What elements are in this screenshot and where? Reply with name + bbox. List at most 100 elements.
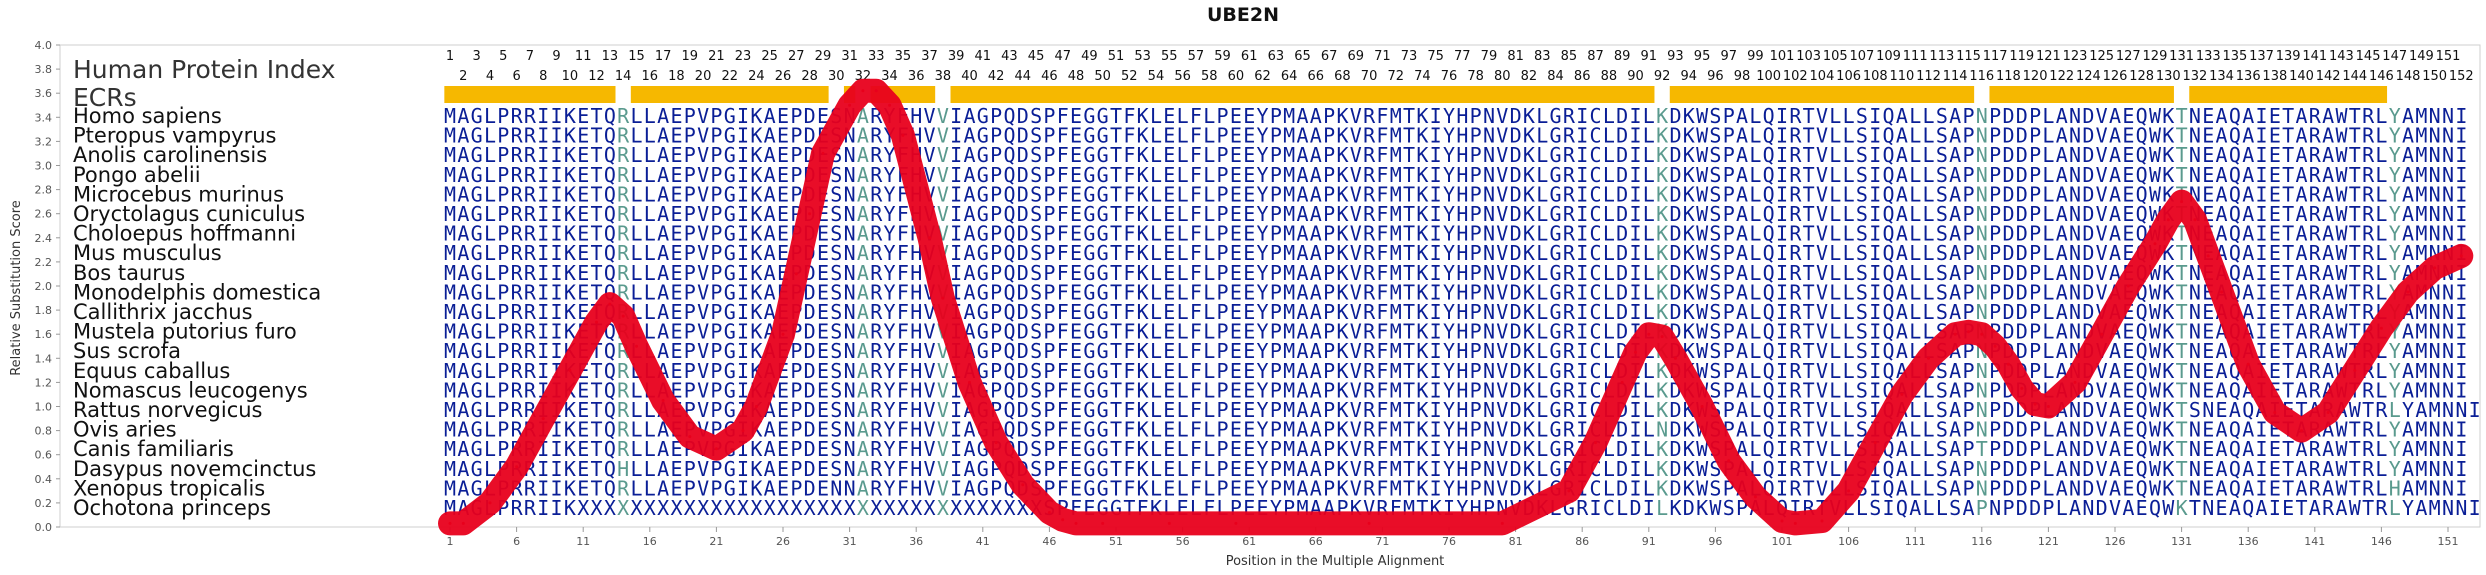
position-number: 146 <box>2369 69 2394 84</box>
x-tick-label: 11 <box>576 535 590 548</box>
position-number: 65 <box>1294 49 1311 64</box>
y-tick-label: 2.4 <box>35 232 53 245</box>
position-number: 109 <box>1876 49 1901 64</box>
position-number: 67 <box>1321 49 1338 64</box>
position-number: 49 <box>1081 49 1098 64</box>
position-number: 66 <box>1308 69 1325 84</box>
position-number: 6 <box>512 69 520 84</box>
position-number: 149 <box>2409 49 2434 64</box>
y-tick-label: 2.0 <box>35 280 53 293</box>
position-number: 68 <box>1334 69 1351 84</box>
score-point <box>901 133 905 137</box>
species-sequence: MAGLPRRIIKETQRLLAEPVPGIKAEPDESNARYFHVVIA… <box>444 261 2467 285</box>
position-number: 140 <box>2289 69 2314 84</box>
position-number: 124 <box>2076 69 2101 84</box>
score-point <box>994 441 998 445</box>
y-tick-label: 0.8 <box>35 425 53 438</box>
position-number: 132 <box>2183 69 2208 84</box>
position-number: 75 <box>1427 49 1444 64</box>
position-number: 23 <box>735 49 752 64</box>
y-tick-label: 1.6 <box>35 328 53 341</box>
position-number: 70 <box>1361 69 1378 84</box>
position-number: 111 <box>1903 49 1928 64</box>
position-number: 31 <box>841 49 858 64</box>
score-point <box>1727 459 1731 463</box>
score-point <box>1820 519 1824 523</box>
position-number: 8 <box>539 69 547 84</box>
score-point <box>2459 254 2463 258</box>
position-number: 82 <box>1521 69 1538 84</box>
x-tick-label: 1 <box>447 535 454 548</box>
position-number: 62 <box>1254 69 1271 84</box>
position-number: 72 <box>1387 69 1404 84</box>
x-tick-label: 31 <box>843 535 857 548</box>
score-point <box>1873 441 1877 445</box>
x-tick-label: 151 <box>2438 535 2459 548</box>
score-point <box>861 89 865 93</box>
position-number: 3 <box>472 49 480 64</box>
species-name: Pongo abelii <box>73 163 201 187</box>
position-number: 127 <box>2116 49 2141 64</box>
score-point <box>1673 356 1677 360</box>
position-number: 47 <box>1054 49 1071 64</box>
position-number: 42 <box>988 69 1005 84</box>
position-number: 129 <box>2143 49 2168 64</box>
position-number: 91 <box>1641 49 1658 64</box>
position-number: 80 <box>1494 69 1511 84</box>
score-point <box>754 405 758 408</box>
species-sequence: MAGLPRRIIKETQRLLAEPVPGIKAEPDESNARYFHVVIA… <box>444 143 2467 167</box>
position-number: 105 <box>1823 49 1848 64</box>
x-tick-label: 121 <box>2038 535 2059 548</box>
position-number: 97 <box>1720 49 1737 64</box>
position-number: 56 <box>1174 69 1191 84</box>
x-tick-label: 76 <box>1442 535 1456 548</box>
position-number: 81 <box>1507 49 1524 64</box>
score-point <box>515 465 519 469</box>
position-number: 92 <box>1654 69 1671 84</box>
y-tick-label: 2.6 <box>35 208 53 221</box>
position-number: 102 <box>1783 69 1808 84</box>
position-number: 36 <box>908 69 925 84</box>
position-number: 38 <box>935 69 952 84</box>
position-number: 147 <box>2382 49 2407 64</box>
position-number: 125 <box>2089 49 2114 64</box>
score-point <box>888 103 892 107</box>
y-tick-label: 3.2 <box>35 135 53 148</box>
position-number: 136 <box>2236 69 2261 84</box>
position-number: 46 <box>1041 69 1058 84</box>
species-name: Sus scrofa <box>73 339 181 363</box>
position-number: 57 <box>1188 49 1205 64</box>
score-point <box>621 314 625 318</box>
position-number: 13 <box>602 49 619 64</box>
score-point <box>1793 521 1797 525</box>
score-point <box>2246 362 2250 366</box>
x-tick-label: 81 <box>1509 535 1523 548</box>
position-number: 4 <box>486 69 494 84</box>
ecr-bar <box>444 86 616 103</box>
ecrs-label: ECRs <box>73 83 137 112</box>
position-number: 121 <box>2036 49 2061 64</box>
position-number: 89 <box>1614 49 1631 64</box>
score-point <box>1660 335 1664 339</box>
y-tick-label: 4.0 <box>35 39 53 52</box>
position-number: 88 <box>1601 69 1618 84</box>
species-sequence: MAGLPRRIIKETQRLLAEPVPGIKAEPDESNARYFHVVIA… <box>444 182 2467 206</box>
species-name: Microcebus murinus <box>73 182 284 206</box>
score-line-path <box>438 78 2474 536</box>
position-number: 17 <box>655 49 672 64</box>
score-point <box>1101 521 1105 525</box>
score-point <box>1847 489 1851 493</box>
position-number: 135 <box>2222 49 2247 64</box>
y-tick-label: 3.6 <box>35 87 53 100</box>
position-number: 104 <box>1810 69 1835 84</box>
position-number: 28 <box>801 69 818 84</box>
score-point <box>1953 332 1957 336</box>
score-point <box>1927 356 1930 360</box>
score-point <box>2180 200 2184 204</box>
position-number: 150 <box>2422 69 2447 84</box>
position-number: 20 <box>695 69 712 84</box>
y-tick-label: 1.0 <box>35 401 53 414</box>
species-name: Equus caballus <box>73 359 230 383</box>
position-number: 9 <box>552 49 560 64</box>
ecr-bar <box>1669 86 1975 103</box>
